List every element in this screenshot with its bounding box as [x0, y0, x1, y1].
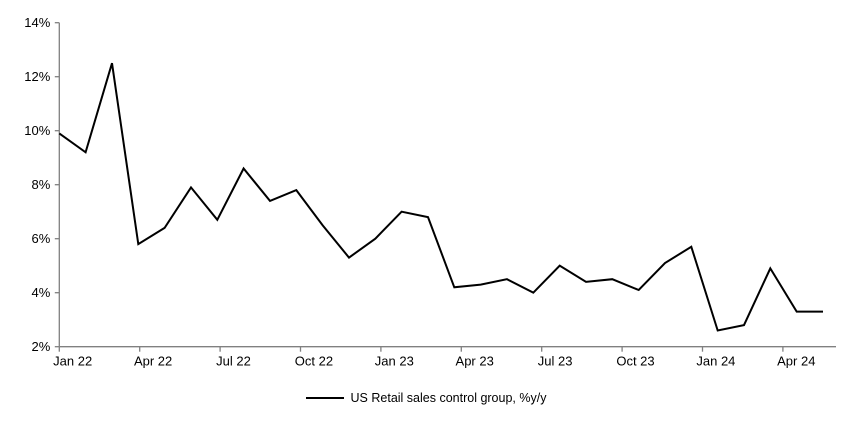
y-tick-label: 2% — [32, 339, 51, 354]
y-tick-label: 14% — [24, 15, 50, 30]
x-tick-label: Jul 23 — [538, 354, 573, 369]
x-tick-label: Apr 23 — [456, 354, 494, 369]
x-tick-label: Jul 22 — [216, 354, 251, 369]
x-tick-label: Apr 24 — [777, 354, 815, 369]
x-tick-label: Jan 23 — [375, 354, 414, 369]
y-tick-label: 10% — [24, 123, 50, 138]
x-tick-label: Oct 22 — [295, 354, 333, 369]
series-line-retail-control-group — [58, 62, 823, 332]
data-series — [58, 62, 823, 332]
y-tick-label: 6% — [32, 231, 51, 246]
y-tick-label: 12% — [24, 69, 50, 84]
y-tick-label: 8% — [32, 177, 51, 192]
legend-line-sample — [305, 397, 344, 399]
legend-series-label: US Retail sales control group, %y/y — [350, 391, 547, 405]
y-tick-label: 4% — [32, 285, 51, 300]
x-tick-label: Jan 24 — [696, 354, 735, 369]
x-tick-label: Oct 23 — [616, 354, 654, 369]
axes — [54, 22, 836, 352]
x-tick-label: Jan 22 — [53, 354, 92, 369]
x-tick-label: Apr 22 — [134, 354, 172, 369]
axis-tick-labels: 2% 4% 6% 8% 10% 12% 14% Jan 22 Apr 22 Jul 22 Oct 2… — [24, 15, 815, 369]
legend: US Retail sales control group, %y/y — [0, 391, 852, 405]
